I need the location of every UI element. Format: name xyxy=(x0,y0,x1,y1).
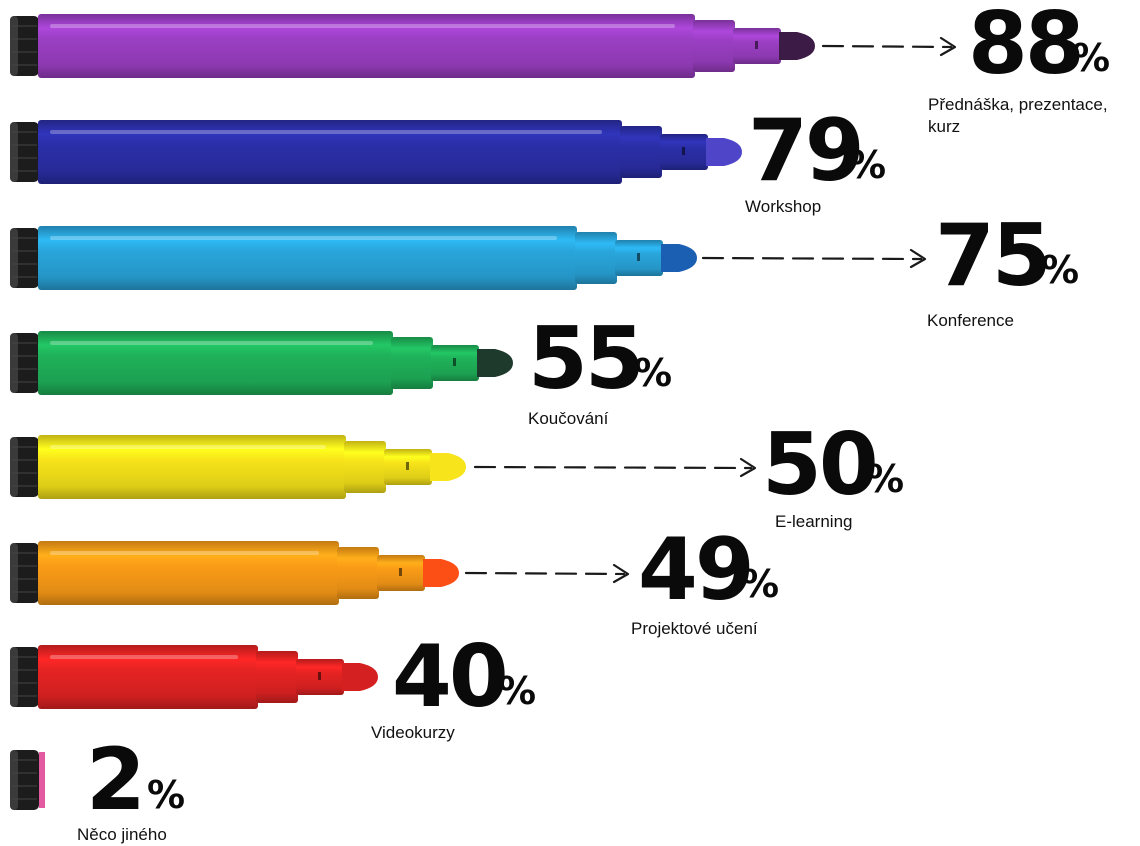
marker-nib xyxy=(477,349,513,377)
value-label: 2 xyxy=(86,730,143,830)
labels-layer: 88% Přednáška, prezentace, kurz 79% Workshop… xyxy=(77,0,1110,844)
category-label: Videokurzy xyxy=(371,723,455,742)
arrow-head xyxy=(739,457,757,478)
marker-neck-vent xyxy=(755,41,758,49)
marker-barrel xyxy=(38,120,622,184)
marker-shine xyxy=(50,236,557,240)
marker-nib xyxy=(430,453,466,481)
marker-nib xyxy=(342,663,378,691)
value-label: 88 xyxy=(968,0,1082,94)
marker-barrel xyxy=(38,331,393,395)
percent-sign: % xyxy=(634,351,672,395)
marker-shine xyxy=(50,445,326,449)
marker-barrel xyxy=(38,226,577,290)
value-label: 75 xyxy=(935,206,1049,306)
percent-sign: % xyxy=(498,669,536,713)
marker-nib xyxy=(706,138,742,166)
marker-shine xyxy=(50,551,319,555)
marker-collar xyxy=(391,337,433,389)
percent-sign: % xyxy=(1072,36,1110,80)
marker-collar xyxy=(620,126,662,178)
marker-cap-highlight xyxy=(10,750,18,810)
percent-sign: % xyxy=(866,457,904,501)
value-label: 79 xyxy=(748,101,862,201)
marker-nib xyxy=(423,559,459,587)
bars-layer xyxy=(10,14,957,810)
marker-cap-highlight xyxy=(10,333,18,393)
marker-collar xyxy=(256,651,298,703)
value-label: 40 xyxy=(392,627,506,727)
marker-cap-highlight xyxy=(10,437,18,497)
percent-sign: % xyxy=(1041,248,1079,292)
arrow-head xyxy=(939,36,957,57)
value-label: 49 xyxy=(638,520,752,620)
marker-barrel xyxy=(38,14,695,78)
marker-nib xyxy=(779,32,815,60)
marker-barrel xyxy=(38,435,346,499)
marker-shine xyxy=(50,341,373,345)
marker-neck-vent xyxy=(637,253,640,261)
category-label: Konference xyxy=(927,311,1014,330)
marker-cap-highlight xyxy=(10,647,18,707)
category-label: E-learning xyxy=(775,512,853,531)
marker-neck-vent xyxy=(406,462,409,470)
marker-neck-vent xyxy=(318,672,321,680)
arrow-line xyxy=(701,256,923,261)
marker-nib xyxy=(661,244,697,272)
marker-cap-highlight xyxy=(10,122,18,182)
category-label: Workshop xyxy=(745,197,821,216)
arrow-line xyxy=(464,571,626,576)
marker-collar xyxy=(344,441,386,493)
arrow-head xyxy=(612,563,630,584)
category-label: kurz xyxy=(928,117,960,136)
arrow-line xyxy=(473,465,753,470)
arrow-head xyxy=(909,248,927,269)
marker-collar xyxy=(693,20,735,72)
bar-stub xyxy=(39,752,45,808)
arrow-line xyxy=(821,44,953,49)
marker-cap-highlight xyxy=(10,543,18,603)
category-label: Koučování xyxy=(528,409,609,428)
marker-cap-highlight xyxy=(10,16,18,76)
value-label: 50 xyxy=(762,415,876,515)
marker-cap-highlight xyxy=(10,228,18,288)
marker-shine xyxy=(50,24,675,28)
marker-barrel xyxy=(38,645,258,709)
category-label: Něco jiného xyxy=(77,825,167,844)
marker-neck-vent xyxy=(399,568,402,576)
percent-sign: % xyxy=(741,562,779,606)
marker-collar xyxy=(337,547,379,599)
marker-shine xyxy=(50,655,238,659)
marker-neck-vent xyxy=(453,358,456,366)
category-label: Projektové učení xyxy=(631,619,758,638)
percent-sign: % xyxy=(147,773,185,817)
marker-collar xyxy=(575,232,617,284)
category-label: Přednáška, prezentace, xyxy=(928,95,1108,114)
value-label: 55 xyxy=(528,309,642,409)
marker-shine xyxy=(50,130,602,134)
marker-barrel xyxy=(38,541,339,605)
percent-sign: % xyxy=(848,143,886,187)
marker-neck-vent xyxy=(682,147,685,155)
